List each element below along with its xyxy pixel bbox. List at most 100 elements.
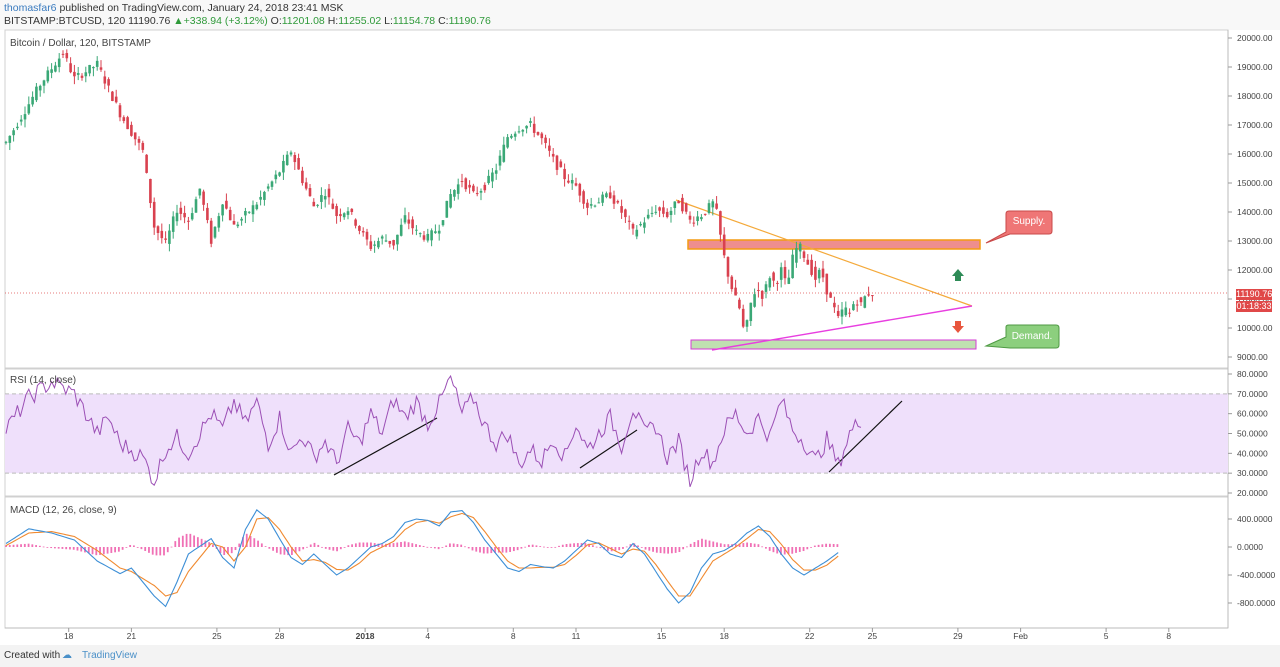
candle — [145, 154, 148, 174]
candle — [323, 189, 327, 208]
macd-histogram-bar — [91, 547, 94, 555]
candle — [183, 205, 186, 224]
macd-histogram-bar — [464, 546, 466, 548]
candle — [42, 79, 46, 94]
candle — [190, 207, 194, 221]
macd-histogram-bar — [242, 537, 244, 547]
macd-histogram-bar — [418, 545, 421, 547]
macd-histogram-bar — [117, 547, 120, 552]
macd-histogram-bar — [501, 547, 504, 553]
candle — [99, 60, 103, 72]
candle — [84, 66, 88, 83]
author-link[interactable]: thomasfar6 — [4, 2, 57, 14]
candle — [396, 234, 399, 251]
macd-tick-label: -800.0000 — [1237, 598, 1276, 608]
candle — [69, 57, 72, 74]
macd-histogram-bar — [780, 547, 782, 555]
macd-histogram-bar — [821, 544, 824, 547]
candle — [597, 197, 601, 204]
price-tick-label: 13000.00 — [1237, 236, 1273, 246]
macd-histogram-bar — [257, 540, 259, 547]
candle — [612, 190, 616, 209]
last-price: 11190.76 — [128, 15, 171, 27]
macd-histogram-bar — [411, 543, 414, 547]
chart-canvas[interactable]: 20000.00 19000.00 18000.00 17000.00 16000.00… — [0, 0, 1280, 645]
candle — [232, 214, 236, 225]
candle — [441, 220, 445, 227]
macd-histogram-bar — [591, 545, 594, 547]
macd-histogram-bar — [622, 547, 624, 549]
candle — [521, 129, 525, 137]
candle — [365, 228, 369, 246]
candle — [213, 226, 217, 239]
macd-histogram-bar — [674, 547, 677, 553]
candle — [61, 50, 65, 59]
macd-histogram-bar — [629, 544, 632, 547]
candle — [361, 227, 365, 237]
symbol-label: BITSTAMP:BTCUSD, 120 — [4, 15, 126, 27]
macd-histogram-bar — [644, 547, 647, 550]
candle — [589, 197, 593, 209]
candle — [415, 225, 418, 236]
macd-histogram-bar — [659, 547, 662, 554]
candle — [582, 189, 585, 209]
macd-histogram-bar — [753, 543, 756, 547]
candle — [601, 191, 604, 207]
tradingview-link[interactable]: TradingView — [82, 650, 138, 661]
macd-histogram-bar — [682, 547, 685, 550]
candle — [468, 180, 471, 194]
macd-histogram-bar — [595, 546, 598, 548]
time-tick-label: 25 — [868, 631, 878, 641]
macd-histogram-bar — [87, 547, 90, 554]
candle — [358, 225, 361, 235]
candle — [540, 131, 544, 145]
candle — [152, 197, 156, 235]
rsi-tick-label: 80.0000 — [1237, 369, 1268, 379]
macd-histogram-bar — [456, 544, 459, 547]
macd-histogram-bar — [392, 543, 395, 547]
macd-histogram-bar — [614, 547, 617, 551]
macd-histogram-bar — [565, 544, 568, 547]
macd-histogram-bar — [640, 547, 643, 548]
macd-histogram-bar — [38, 545, 41, 547]
candle — [209, 217, 213, 248]
open-value: 11201.08 — [281, 15, 325, 27]
candle — [198, 188, 202, 199]
macd-histogram-bar — [245, 533, 248, 547]
candle — [285, 151, 289, 166]
macd-histogram-bar — [366, 542, 369, 547]
candle — [38, 84, 42, 97]
rsi-tick-label: 60.0000 — [1237, 409, 1268, 419]
macd-histogram-bar — [223, 547, 226, 556]
macd-histogram-bar — [377, 543, 380, 547]
macd-histogram-bar — [445, 545, 448, 547]
time-tick-label: 4 — [425, 631, 430, 641]
candle — [453, 189, 456, 201]
macd-histogram-bar — [531, 544, 534, 547]
macd-tick-label: -400.0000 — [1237, 570, 1276, 580]
candle — [567, 174, 570, 184]
chart-header: thomasfar6 published on TradingView.com,… — [0, 0, 1280, 30]
candle — [304, 177, 308, 191]
candle — [57, 53, 61, 73]
macd-histogram-bar — [806, 547, 809, 550]
macd-histogram-bar — [618, 547, 621, 551]
candle — [437, 224, 441, 241]
candle — [111, 90, 114, 102]
candle — [555, 154, 559, 176]
candle — [399, 218, 403, 237]
macd-histogram-bar — [155, 547, 158, 556]
candle — [179, 201, 183, 221]
time-tick-label: Feb — [1013, 631, 1028, 641]
time-tick-label: 5 — [1104, 631, 1109, 641]
candle — [677, 200, 680, 204]
macd-histogram-bar — [358, 542, 361, 547]
macd-histogram-bar — [238, 543, 241, 547]
ohlc-line: BITSTAMP:BTCUSD, 120 11190.76 ▲+338.94 (… — [4, 15, 491, 28]
candle — [646, 209, 650, 220]
supply-zone — [687, 239, 981, 250]
macd-histogram-bar — [637, 545, 639, 547]
candle — [681, 194, 684, 214]
macd-histogram-bar — [287, 547, 290, 556]
candle — [80, 73, 84, 81]
